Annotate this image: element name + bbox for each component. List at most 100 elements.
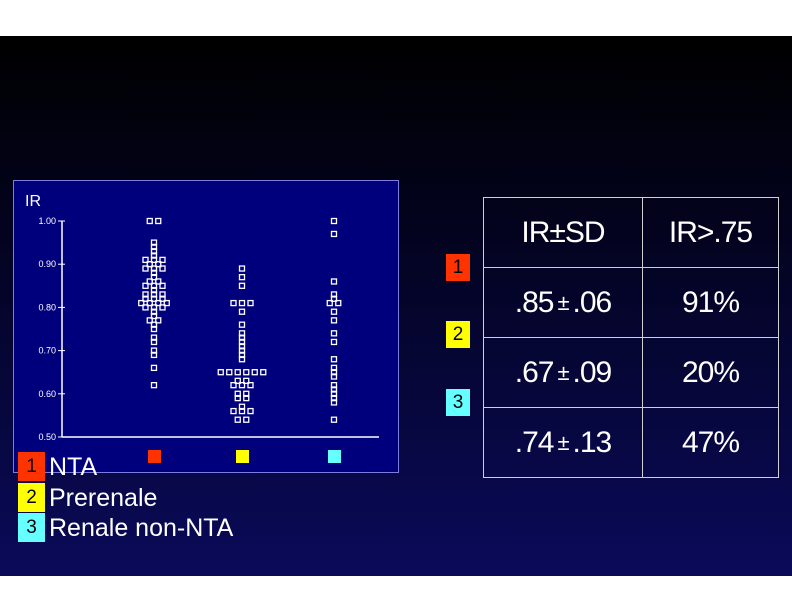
data-point-group-1 xyxy=(150,295,158,302)
data-point-group-3 xyxy=(330,356,338,363)
y-axis-label: IR xyxy=(25,193,41,210)
data-point-group-1 xyxy=(142,256,149,264)
data-point-group-1 xyxy=(155,217,162,225)
legend-badge: 1 xyxy=(18,452,45,481)
data-point-group-2 xyxy=(238,407,246,415)
mean-sd-cell: .74 ± .13 xyxy=(483,407,643,478)
data-point-group-1 xyxy=(150,252,158,259)
data-point-group-1 xyxy=(142,304,149,311)
data-point-group-1 xyxy=(142,282,149,289)
data-point-group-1 xyxy=(150,269,158,276)
data-point-group-2 xyxy=(238,330,246,337)
data-point-group-2 xyxy=(243,390,250,397)
data-point-group-2 xyxy=(238,343,246,350)
mean-value: .85 xyxy=(514,285,555,319)
data-point-group-3 xyxy=(330,364,338,372)
data-point-group-1 xyxy=(150,256,158,264)
mean-sd-cell: .85 ± .06 xyxy=(483,267,643,338)
data-point-group-1 xyxy=(150,291,158,298)
data-point-group-2 xyxy=(247,382,254,389)
data-point-group-2 xyxy=(226,369,233,376)
data-point-group-1 xyxy=(142,295,149,302)
table-row: .85 ± .06 91% xyxy=(483,267,779,338)
plus-minus: ± xyxy=(557,289,569,315)
data-point-group-1 xyxy=(150,243,158,251)
data-point-group-3 xyxy=(330,295,338,302)
y-tick-label: 0.80 xyxy=(38,302,56,312)
data-point-group-2 xyxy=(247,299,254,307)
table-row: .74 ± .13 47% xyxy=(483,407,779,478)
data-point-group-1 xyxy=(159,304,166,311)
sd-value: .09 xyxy=(572,355,613,389)
data-point-group-3 xyxy=(330,399,338,406)
data-point-group-2 xyxy=(251,369,258,376)
data-point-group-2 xyxy=(230,299,237,307)
data-point-group-2 xyxy=(238,274,246,281)
legend-badge: 2 xyxy=(18,483,45,512)
data-point-group-3 xyxy=(326,299,333,307)
data-point-group-1 xyxy=(146,217,153,225)
data-point-group-2 xyxy=(234,377,241,384)
data-point-group-2 xyxy=(238,308,246,315)
data-point-group-1 xyxy=(150,312,158,320)
data-point-group-3 xyxy=(330,382,338,389)
data-point-group-2 xyxy=(238,347,246,354)
data-point-group-2 xyxy=(260,369,267,376)
pct-cell: 47% xyxy=(642,407,779,478)
y-tick-label: 0.90 xyxy=(38,259,56,269)
data-point-group-2 xyxy=(238,356,246,363)
data-point-group-2 xyxy=(243,394,250,402)
data-point-group-3 xyxy=(330,330,338,337)
sd-value: .06 xyxy=(572,285,613,319)
row-badge-1: 1 xyxy=(446,254,470,281)
legend-badge: 3 xyxy=(18,513,45,542)
data-point-group-1 xyxy=(150,321,158,328)
data-point-group-1 xyxy=(155,317,162,324)
data-point-group-1 xyxy=(146,261,153,268)
data-point-group-1 xyxy=(159,256,166,264)
data-point-group-2 xyxy=(230,407,237,415)
data-point-group-1 xyxy=(159,282,166,289)
data-point-group-2 xyxy=(230,382,237,389)
mean-value: .74 xyxy=(514,425,555,459)
data-point-group-2 xyxy=(234,390,241,397)
data-point-group-1 xyxy=(150,325,158,333)
data-point-group-2 xyxy=(238,321,246,328)
data-point-group-1 xyxy=(146,317,153,324)
table-row: .67 ± .09 20% xyxy=(483,337,779,408)
data-point-group-1 xyxy=(146,299,153,307)
table-header-row: IR±SD IR>.75 xyxy=(483,197,779,268)
data-point-group-3 xyxy=(330,338,338,346)
data-point-group-3 xyxy=(330,373,338,380)
chart-canvas: IR 0.50 0.60 0.70 0.80 0.90 1.00 xyxy=(25,193,379,463)
data-point-group-1 xyxy=(138,299,145,307)
data-point-group-1 xyxy=(159,291,166,298)
row-badge-3: 3 xyxy=(446,389,470,416)
data-point-group-3 xyxy=(330,394,338,402)
data-point-group-1 xyxy=(150,265,158,272)
data-point-group-2 xyxy=(243,377,250,384)
data-point-group-1 xyxy=(142,291,149,298)
y-tick-label: 0.70 xyxy=(38,346,56,356)
legend-label: Renale non-NTA xyxy=(49,514,234,542)
data-point-group-2 xyxy=(247,407,254,415)
data-point-group-2 xyxy=(217,369,224,376)
x-category-marker-2 xyxy=(236,450,249,463)
data-point-group-1 xyxy=(163,299,170,307)
data-point-group-3 xyxy=(330,308,338,315)
data-point-group-1 xyxy=(150,382,158,389)
data-point-group-1 xyxy=(150,334,158,341)
data-point-group-2 xyxy=(238,265,246,272)
data-point-group-1 xyxy=(150,351,158,359)
data-point-group-1 xyxy=(155,261,162,268)
legend-label: NTA xyxy=(49,453,98,481)
stats-table: IR±SD IR>.75 .85 ± .06 91% .67 ± .09 20% .74… xyxy=(483,197,779,478)
y-tick-label: 0.50 xyxy=(38,432,56,442)
data-point-group-2 xyxy=(238,351,246,359)
data-point-group-2 xyxy=(238,338,246,346)
data-point-group-1 xyxy=(150,347,158,354)
plus-minus: ± xyxy=(557,429,569,455)
mean-sd-cell: .67 ± .09 xyxy=(483,337,643,408)
data-point-group-3 xyxy=(330,230,338,238)
data-point-group-1 xyxy=(150,274,158,281)
